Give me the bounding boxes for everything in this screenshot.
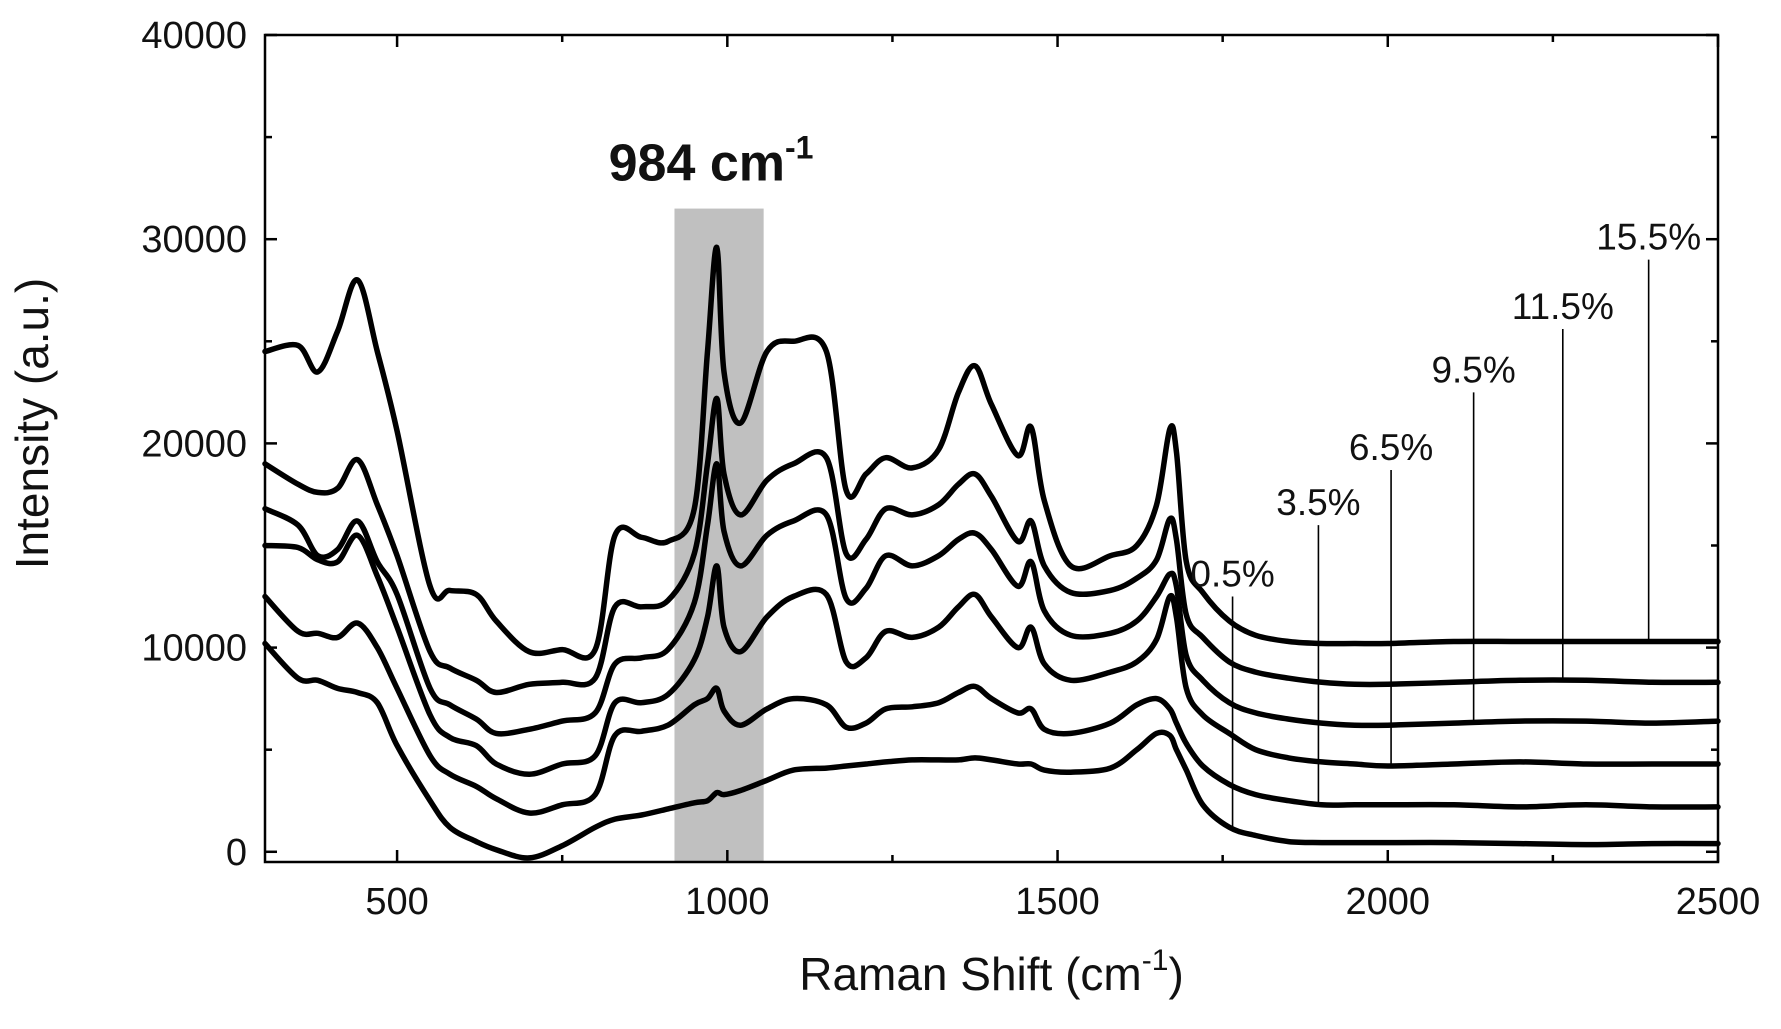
series-label: 11.5% [1512, 286, 1614, 327]
y-tick-label: 20000 [141, 423, 247, 465]
plot-frame [265, 35, 1718, 862]
raman-chart: 984 cm-1 0.5%3.5%6.5%9.5%11.5%15.5% 5001… [0, 0, 1781, 1029]
x-axis-title-text: Raman Shift (cm [799, 948, 1142, 1000]
x-tick-label: 2500 [1676, 881, 1761, 923]
x-tick-label: 1500 [1015, 881, 1100, 923]
series-curve [265, 535, 1718, 774]
peak-annotation: 984 cm-1 [609, 130, 814, 193]
y-tick-label: 0 [226, 832, 247, 874]
x-axis-title: Raman Shift (cm-1) [799, 944, 1184, 1000]
y-axis-title: Intensity (a.u.) [6, 278, 58, 569]
series-leader-lines [1233, 260, 1649, 829]
series-label: 15.5% [1596, 217, 1701, 258]
x-axis-title-close: ) [1168, 948, 1183, 1000]
y-tick-label: 10000 [141, 628, 247, 670]
series-curve [265, 597, 1718, 814]
series-label: 3.5% [1276, 482, 1360, 523]
x-tick-label: 1000 [685, 881, 770, 923]
x-ticks: 500 1000 1500 2000 2500 [365, 35, 1760, 923]
series-labels: 0.5%3.5% 6.5% 9.5% 11.5% 15.5% [1190, 217, 1701, 595]
x-axis-title-sup: -1 [1142, 944, 1169, 977]
series-label: 0.5% [1190, 554, 1274, 595]
x-tick-label: 500 [365, 881, 428, 923]
peak-annotation-sup: -1 [785, 130, 813, 166]
x-tick-label: 2000 [1345, 881, 1430, 923]
peak-annotation-text: 984 cm [609, 135, 785, 193]
series-label: 6.5% [1349, 427, 1433, 468]
y-tick-label: 30000 [141, 219, 247, 261]
y-ticks: 0 10000 20000 30000 40000 [141, 15, 1718, 874]
series-label: 9.5% [1431, 349, 1515, 390]
series-curves [265, 247, 1718, 858]
y-tick-label: 40000 [141, 15, 247, 57]
series-curve [265, 247, 1718, 658]
